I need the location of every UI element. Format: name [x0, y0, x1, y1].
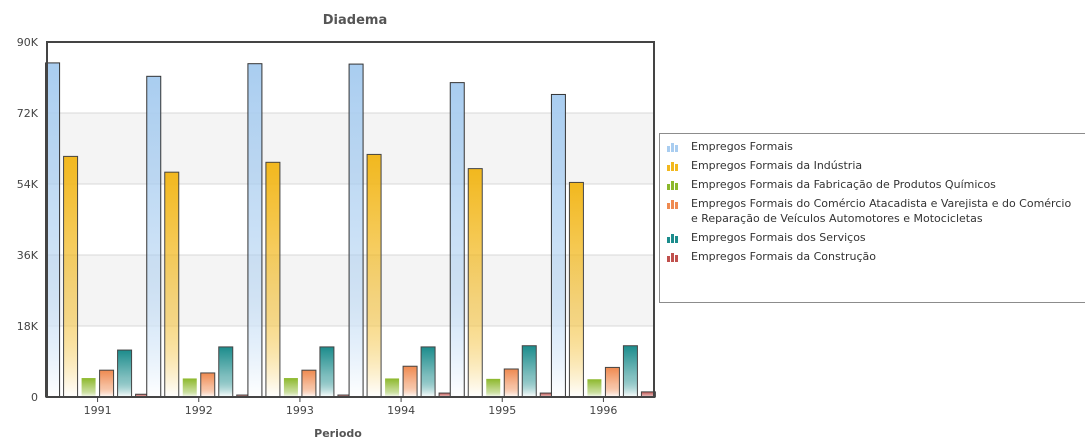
bar[interactable] [301, 369, 317, 398]
y-tick-label: 18K [17, 320, 39, 333]
x-tick-label: 1993 [286, 404, 314, 417]
legend-label: Empregos Formais dos Serviços [691, 231, 866, 244]
bar[interactable] [521, 345, 537, 398]
legend: Empregos Formais Empregos Formais da Indú… [659, 133, 1085, 303]
bar[interactable] [319, 346, 335, 398]
bar[interactable] [550, 93, 566, 398]
legend-label: Empregos Formais [691, 140, 793, 153]
legend-item[interactable]: Empregos Formais [666, 139, 1085, 154]
bar[interactable] [63, 155, 79, 398]
y-tick-label: 0 [31, 391, 38, 404]
chart-title: Diadema [323, 13, 387, 28]
bar[interactable] [265, 161, 281, 398]
legend-label: Empregos Formais da Construção [691, 250, 877, 263]
y-tick-label: 72K [17, 107, 39, 120]
bar[interactable] [467, 168, 483, 398]
legend-item[interactable]: Empregos Formais da Fabricação de Produt… [666, 177, 1085, 192]
legend-label: Empregos Formais do Comércio Atacadista … [691, 197, 1072, 225]
bar[interactable] [348, 63, 364, 398]
bar[interactable] [283, 378, 298, 397]
bar[interactable] [99, 369, 115, 398]
y-tick-label: 36K [17, 249, 39, 262]
bar[interactable] [182, 378, 197, 397]
bar[interactable] [449, 82, 465, 398]
bar[interactable] [604, 366, 620, 398]
legend-item[interactable]: Empregos Formais do Comércio Atacadista … [666, 196, 1085, 226]
bar[interactable] [402, 365, 418, 398]
bar-chart-icon [667, 234, 678, 243]
bar[interactable] [568, 181, 584, 398]
plot-area-border [46, 41, 655, 398]
bar[interactable] [146, 75, 162, 398]
x-tick-label: 1991 [84, 404, 112, 417]
bar[interactable] [503, 368, 519, 398]
bar[interactable] [117, 349, 133, 398]
legend-label: Empregos Formais da Fabricação de Produt… [691, 178, 996, 191]
legend-label: Empregos Formais da Indústria [691, 159, 863, 172]
bar[interactable] [164, 171, 180, 398]
x-axis-label: Periodo [314, 427, 362, 440]
x-tick-label: 1992 [185, 404, 213, 417]
bar[interactable] [247, 63, 263, 398]
y-tick-label: 54K [17, 178, 39, 191]
legend-item[interactable]: Empregos Formais dos Serviços [666, 230, 1085, 245]
bar[interactable] [366, 153, 382, 398]
x-tick-label: 1994 [387, 404, 415, 417]
bar[interactable] [218, 346, 234, 398]
bar-chart-icon [667, 143, 678, 152]
bar-chart-icon [667, 181, 678, 190]
bar-chart-icon [667, 162, 678, 171]
bar-chart-icon [667, 253, 678, 262]
x-tick-label: 1996 [589, 404, 617, 417]
legend-item[interactable]: Empregos Formais da Indústria [666, 158, 1085, 173]
bar[interactable] [587, 379, 602, 397]
bar[interactable] [420, 346, 436, 398]
bar[interactable] [385, 378, 400, 397]
bar[interactable] [81, 378, 96, 397]
y-tick-label: 90K [17, 36, 39, 49]
bar[interactable] [622, 345, 638, 398]
legend-item[interactable]: Empregos Formais da Construção [666, 249, 1085, 264]
x-tick-label: 1995 [488, 404, 516, 417]
bar[interactable] [200, 372, 216, 398]
bar-chart-icon [667, 200, 678, 209]
bar[interactable] [486, 378, 501, 397]
